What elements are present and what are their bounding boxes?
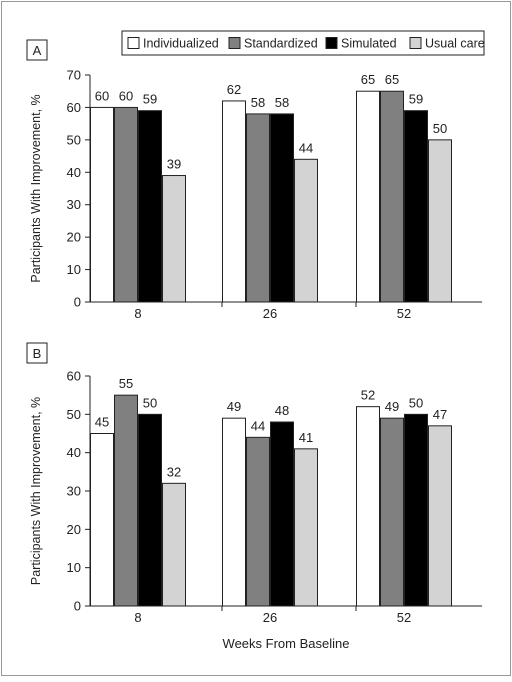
bar-value-label: 50 bbox=[433, 121, 447, 136]
y-tick-label: 10 bbox=[67, 262, 81, 277]
bar-value-label: 48 bbox=[275, 403, 289, 418]
legend-label-standardized: Standardized bbox=[244, 37, 318, 51]
bar-individualized bbox=[90, 106, 114, 303]
x-tick-label: 52 bbox=[397, 306, 411, 321]
x-tick-label: 8 bbox=[134, 306, 141, 321]
legend-label-usual-care: Usual care bbox=[425, 37, 485, 51]
bar-value-label: 41 bbox=[299, 430, 313, 445]
bar-value-label: 65 bbox=[361, 72, 375, 87]
bar-value-label: 58 bbox=[251, 95, 265, 110]
y-tick-label: 40 bbox=[67, 445, 81, 460]
y-tick-label: 60 bbox=[67, 100, 81, 115]
bar-usual-care bbox=[162, 482, 186, 607]
bar-simulated bbox=[270, 113, 294, 303]
y-tick-label: 60 bbox=[67, 369, 81, 384]
legend-swatch-usual-care bbox=[409, 37, 422, 49]
bar-standardized bbox=[380, 417, 404, 607]
y-tick-label: 50 bbox=[67, 407, 81, 422]
bar-simulated bbox=[138, 413, 162, 607]
panel-label-box bbox=[26, 39, 48, 61]
bar-individualized bbox=[356, 90, 380, 303]
y-axis-title: Participants With Improvement, % bbox=[29, 94, 43, 282]
y-tick-label: 20 bbox=[67, 230, 81, 245]
bar-value-label: 44 bbox=[251, 418, 265, 433]
bar-value-label: 65 bbox=[385, 72, 399, 87]
legend-swatch-individualized bbox=[127, 37, 140, 49]
panel-label: A bbox=[33, 43, 42, 58]
bar-usual-care bbox=[294, 448, 318, 607]
x-tick-label: 52 bbox=[397, 610, 411, 625]
legend-swatch-standardized bbox=[228, 37, 241, 49]
bar-simulated bbox=[404, 413, 428, 607]
bar-value-label: 55 bbox=[119, 376, 133, 391]
bar-individualized bbox=[90, 433, 114, 607]
legend-box bbox=[121, 30, 485, 56]
bar-individualized bbox=[222, 417, 246, 607]
x-tick-label: 26 bbox=[263, 610, 277, 625]
bar-individualized bbox=[356, 406, 380, 607]
bar-simulated bbox=[138, 110, 162, 303]
bar-standardized bbox=[246, 436, 270, 607]
x-tick-label: 26 bbox=[263, 306, 277, 321]
bar-value-label: 50 bbox=[409, 395, 423, 410]
bar-value-label: 44 bbox=[299, 140, 313, 155]
y-tick-label: 30 bbox=[67, 197, 81, 212]
bar-usual-care bbox=[294, 158, 318, 303]
bar-value-label: 45 bbox=[95, 415, 109, 430]
bar-value-label: 32 bbox=[167, 464, 181, 479]
y-tick-label: 70 bbox=[67, 68, 81, 83]
bar-value-label: 58 bbox=[275, 95, 289, 110]
bar-value-label: 62 bbox=[227, 82, 241, 97]
y-tick-label: 10 bbox=[67, 560, 81, 575]
bar-value-label: 60 bbox=[95, 88, 109, 103]
bar-usual-care bbox=[428, 139, 452, 303]
y-tick-label: 20 bbox=[67, 522, 81, 537]
panel-label-box bbox=[26, 342, 48, 364]
bar-value-label: 39 bbox=[167, 157, 181, 172]
y-tick-label: 0 bbox=[74, 599, 81, 614]
bar-standardized bbox=[114, 106, 138, 303]
legend-swatch-simulated bbox=[325, 37, 338, 49]
y-tick-label: 50 bbox=[67, 132, 81, 147]
bar-value-label: 59 bbox=[143, 92, 157, 107]
bar-value-label: 47 bbox=[433, 407, 447, 422]
bar-value-label: 52 bbox=[361, 388, 375, 403]
bar-standardized bbox=[114, 394, 138, 607]
x-axis-title: Weeks From Baseline bbox=[223, 636, 350, 651]
x-tick-label: 8 bbox=[134, 610, 141, 625]
bar-standardized bbox=[246, 113, 270, 303]
bar-usual-care bbox=[428, 425, 452, 607]
bar-simulated bbox=[404, 110, 428, 303]
y-axis-title: Participants With Improvement, % bbox=[29, 397, 43, 585]
bar-value-label: 60 bbox=[119, 88, 133, 103]
bar-value-label: 49 bbox=[227, 399, 241, 414]
panel-label: B bbox=[33, 346, 42, 361]
legend-label-individualized: Individualized bbox=[143, 37, 219, 51]
bar-simulated bbox=[270, 421, 294, 607]
bar-standardized bbox=[380, 90, 404, 303]
bar-value-label: 49 bbox=[385, 399, 399, 414]
legend-label-simulated: Simulated bbox=[341, 37, 397, 51]
y-tick-label: 40 bbox=[67, 165, 81, 180]
bar-value-label: 50 bbox=[143, 395, 157, 410]
y-tick-label: 30 bbox=[67, 484, 81, 499]
bar-value-label: 59 bbox=[409, 92, 423, 107]
bar-usual-care bbox=[162, 175, 186, 303]
bar-individualized bbox=[222, 100, 246, 303]
y-tick-label: 0 bbox=[74, 295, 81, 310]
